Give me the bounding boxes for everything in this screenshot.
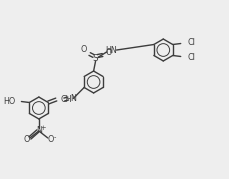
Text: -: -	[53, 134, 56, 140]
Text: N: N	[70, 94, 76, 103]
Text: +: +	[40, 125, 45, 131]
Text: Cl: Cl	[187, 53, 195, 62]
Text: HO: HO	[3, 97, 15, 106]
Text: O: O	[47, 136, 54, 144]
Text: Cl: Cl	[187, 38, 195, 47]
Text: HN: HN	[105, 45, 117, 55]
Text: S: S	[92, 54, 98, 62]
Text: O: O	[24, 136, 30, 144]
Text: CH: CH	[60, 95, 71, 104]
Text: O: O	[105, 48, 111, 57]
Text: O: O	[80, 45, 87, 54]
Text: N: N	[36, 127, 42, 136]
